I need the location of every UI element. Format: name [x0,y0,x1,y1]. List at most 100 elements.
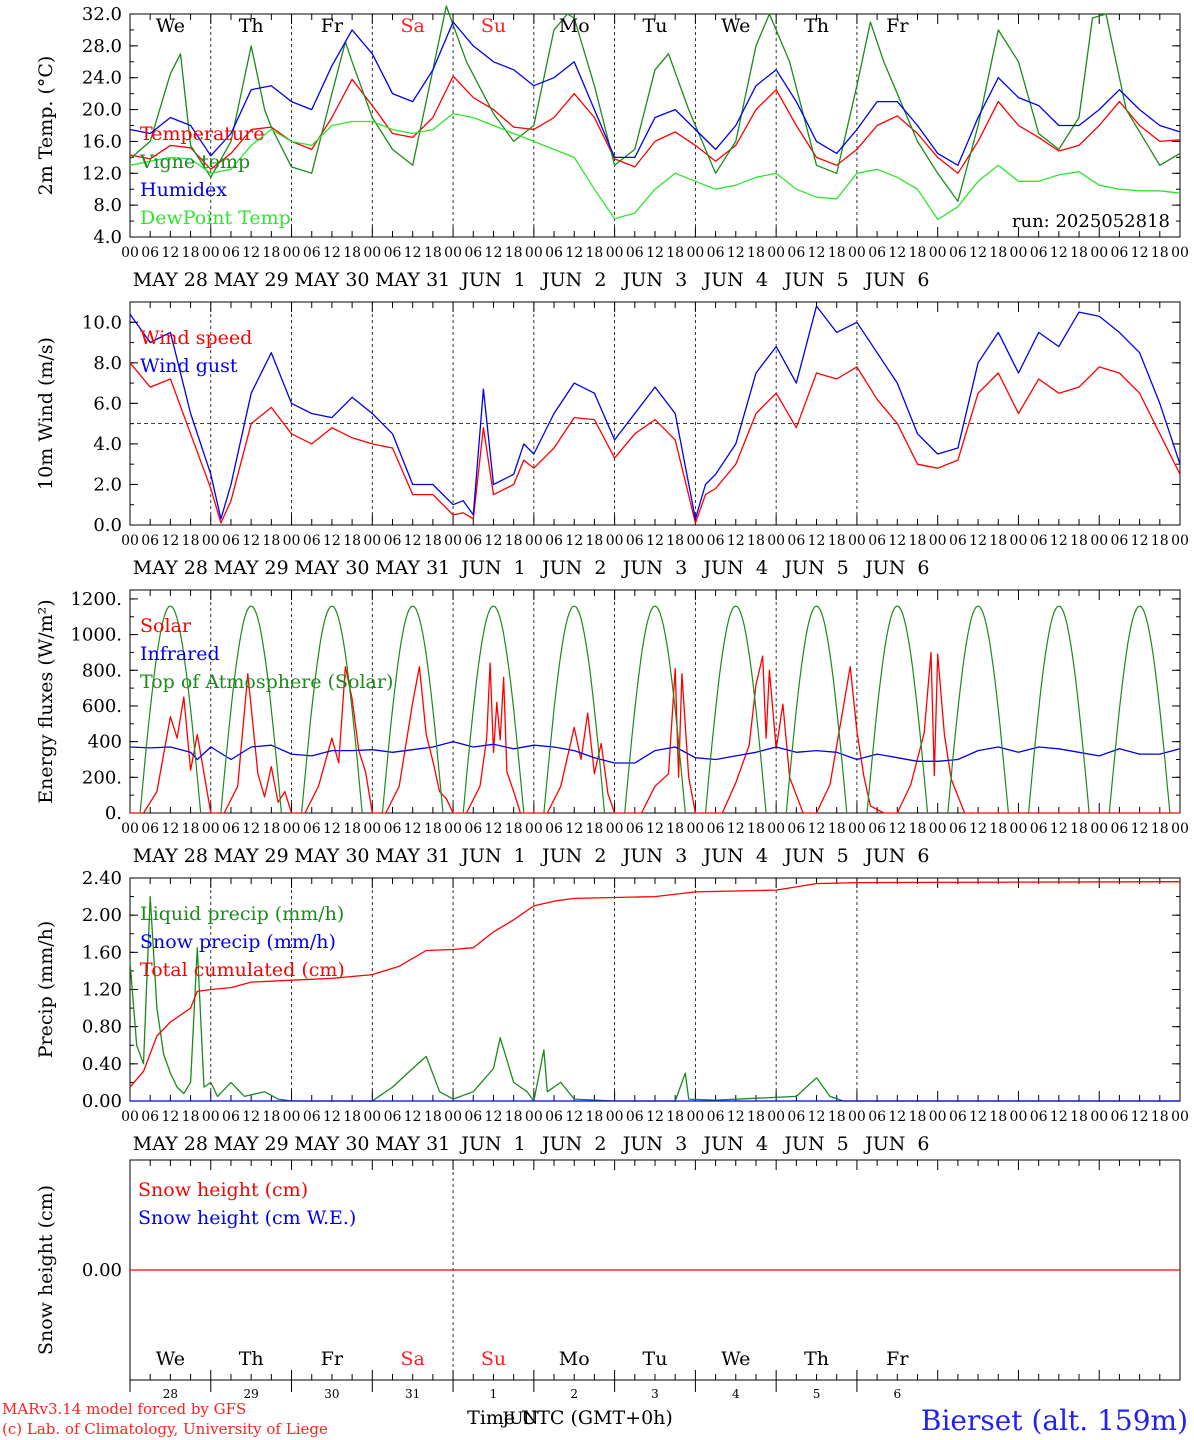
x-hour-label: 06 [868,245,886,261]
x-hour-label: 12 [969,1109,987,1125]
x-hour-label: 12 [888,821,906,837]
x-date-label: JUN 4 [702,269,768,291]
x-hour-label: 12 [1050,533,1068,549]
x-hour-label: 00 [848,821,866,837]
series-line-wind-speed [129,362,1181,524]
model-credit: MARv3.14 model forced by GFS [2,1400,246,1418]
x-hour-label: 18 [747,533,765,549]
x-hour-label: 00 [848,1109,866,1125]
x-hour-label: 18 [262,1109,280,1125]
x-hour-label: 00 [1171,1109,1189,1125]
x-hour-label: 18 [666,533,684,549]
day-name: Su [481,15,506,37]
month-label: JUN [500,1409,538,1429]
x-date-label: MAY 30 [294,845,369,867]
y-tick-label: 1.60 [82,942,122,963]
x-hour-label: 00 [121,533,139,549]
x-hour-label: 00 [1090,245,1108,261]
x-hour-label: 06 [949,1109,967,1125]
x-hour-label: 18 [909,533,927,549]
y-tick-label: 4.0 [93,434,122,455]
legend-entry: Snow height (cm) [138,1179,308,1201]
day-name: Th [804,15,829,37]
legend-entry: Temperature [140,123,264,145]
x-date-label: MAY 29 [214,845,289,867]
y-tick-label: 0. [105,803,122,824]
x-hour-label: 00 [1010,533,1028,549]
x-hour-label: 18 [1151,533,1169,549]
x-hour-label: 12 [161,1109,179,1125]
x-hour-label: 18 [505,821,523,837]
x-hour-label: 06 [787,821,805,837]
x-hour-label: 12 [161,245,179,261]
x-date-label: JUN 3 [621,845,687,867]
x-hour-label: 00 [202,821,220,837]
x-hour-label: 06 [384,821,402,837]
x-hour-label: 18 [424,821,442,837]
x-hour-label: 00 [283,821,301,837]
x-hour-label: 06 [222,821,240,837]
x-hour-label: 12 [888,245,906,261]
x-hour-label: 12 [969,245,987,261]
x-date-label: JUN 1 [459,1133,525,1155]
x-hour-label: 00 [363,245,381,261]
day-number: 31 [405,1387,420,1401]
series-line-total-cumulated-cm- [129,881,1181,1088]
x-hour-label: 06 [303,533,321,549]
legend-entry: Total cumulated (cm) [140,959,345,981]
x-hour-label: 06 [384,245,402,261]
x-hour-label: 18 [505,245,523,261]
day-name: We [721,1348,750,1370]
x-hour-label: 12 [565,533,583,549]
x-hour-label: 12 [969,821,987,837]
x-hour-label: 00 [1171,821,1189,837]
x-hour-label: 18 [1070,245,1088,261]
x-hour-label: 06 [868,533,886,549]
series-line-humidex [129,21,1181,166]
x-hour-label: 00 [444,1109,462,1125]
x-hour-label: 00 [606,245,624,261]
station-name: Bierset (alt. 159m) [921,1404,1188,1437]
x-hour-label: 00 [686,533,704,549]
x-hour-label: 12 [888,1109,906,1125]
day-name: Mo [559,1348,590,1370]
x-hour-label: 18 [989,245,1007,261]
day-number: 29 [244,1387,259,1401]
x-hour-label: 00 [767,1109,785,1125]
x-hour-label: 18 [747,821,765,837]
x-hour-label: 12 [485,533,503,549]
x-hour-label: 18 [828,533,846,549]
x-hour-label: 06 [1030,533,1048,549]
x-hour-label: 00 [283,245,301,261]
y-tick-label: 2.0 [93,474,122,495]
x-hour-label: 06 [949,821,967,837]
series-line-dewpoint-temp [129,112,1181,221]
x-hour-label: 00 [121,245,139,261]
x-hour-label: 06 [384,1109,402,1125]
x-hour-label: 12 [1050,1109,1068,1125]
x-date-label: JUN 1 [459,269,525,291]
x-hour-label: 06 [1111,533,1129,549]
x-hour-label: 18 [505,533,523,549]
x-hour-label: 06 [303,1109,321,1125]
x-hour-label: 00 [525,533,543,549]
x-hour-label: 18 [909,821,927,837]
x-hour-label: 12 [404,821,422,837]
x-hour-label: 12 [727,245,745,261]
x-date-label: JUN 2 [540,1133,606,1155]
x-date-label: MAY 31 [375,269,450,291]
x-hour-label: 06 [707,245,725,261]
day-number: 2 [570,1387,578,1401]
x-date-label: MAY 31 [375,1133,450,1155]
x-hour-label: 06 [626,821,644,837]
x-hour-label: 12 [404,245,422,261]
x-hour-label: 06 [1030,245,1048,261]
y-axis-label: Snow height (cm) [35,1185,57,1355]
x-hour-label: 12 [1131,533,1149,549]
x-hour-label: 12 [808,1109,826,1125]
x-date-label: JUN 5 [782,269,848,291]
x-hour-label: 18 [586,245,604,261]
x-date-label: JUN 2 [540,269,606,291]
legend-entry: Infrared [140,643,220,665]
y-tick-label: 1.20 [82,980,122,1001]
